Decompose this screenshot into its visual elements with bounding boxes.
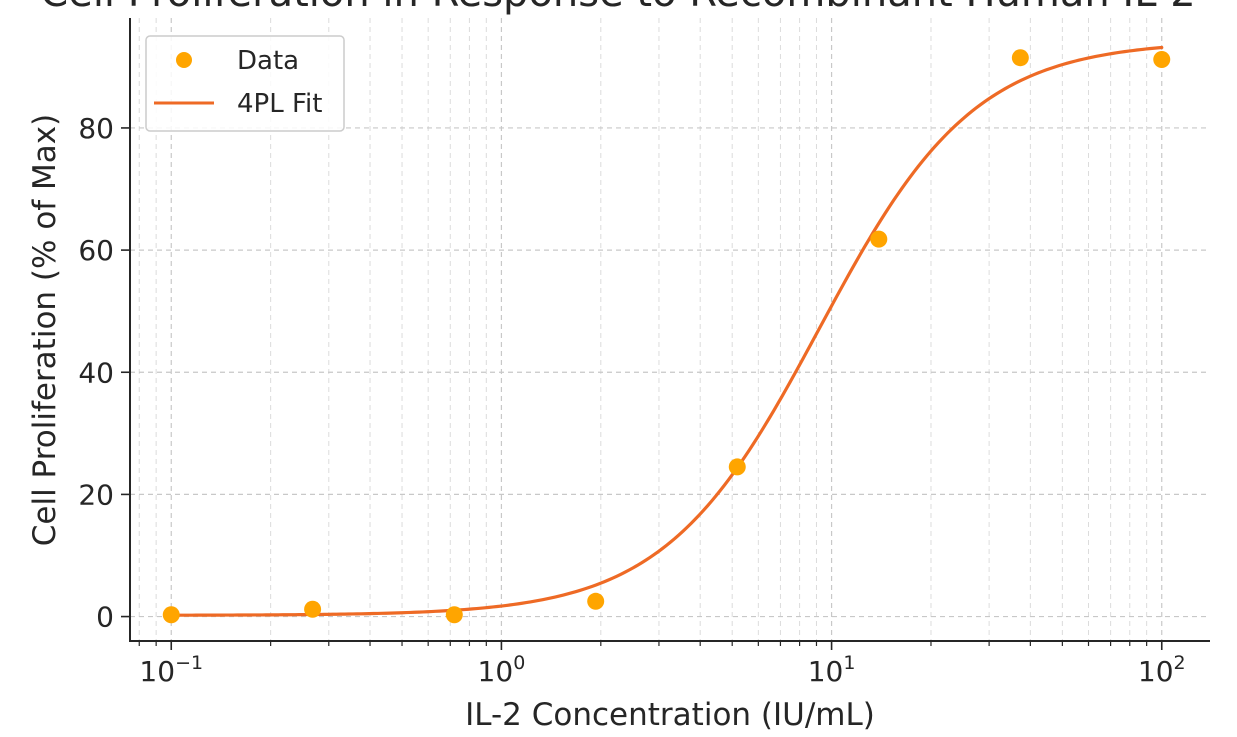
chart-title: Cell Proliferation in Response to Recomb… [40, 0, 1195, 16]
data-point [1011, 49, 1029, 67]
x-tick-label: 101 [808, 652, 856, 688]
y-axis-label: Cell Proliferation (% of Max) [27, 114, 63, 547]
x-tick-label: 100 [478, 652, 526, 688]
x-tick-label: 102 [1138, 652, 1186, 688]
legend: Data 4PL Fit [145, 35, 345, 132]
data-point [162, 606, 180, 624]
y-tick-label: 80 [78, 112, 114, 145]
legend-data-label: Data [237, 46, 299, 76]
y-tick-label: 60 [78, 234, 114, 267]
x-axis-label: IL-2 Concentration (IU/mL) [465, 697, 875, 733]
legend-fit-label: 4PL Fit [237, 89, 322, 119]
y-tick-label: 0 [96, 601, 114, 634]
ticks: 0 20 40 60 80 10−1 100 101 102 [78, 112, 1185, 688]
plot-series [162, 45, 1171, 624]
x-tick-label: 10−1 [139, 652, 203, 688]
legend-box [145, 35, 345, 132]
data-point [728, 458, 746, 476]
y-tick-label: 20 [78, 478, 114, 511]
data-point [870, 230, 888, 248]
fit-curve-line [169, 45, 1164, 617]
data-point [1153, 51, 1171, 69]
data-point [445, 606, 463, 624]
y-tick-label: 40 [78, 356, 114, 389]
legend-data-marker [176, 52, 192, 68]
data-point [587, 592, 605, 610]
data-point [304, 600, 322, 618]
